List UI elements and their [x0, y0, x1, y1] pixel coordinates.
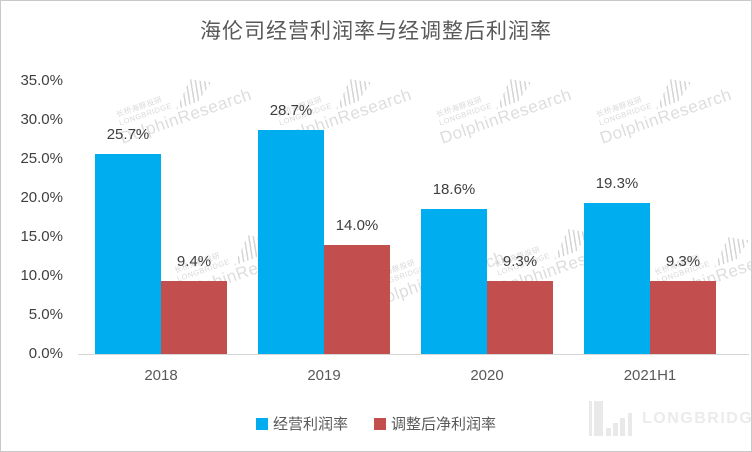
watermark-header: 长桥海豚投研 LONGBRIDGE: [113, 61, 249, 128]
bar-调整后净利润率-2019: [324, 245, 390, 354]
x-axis-category-label: 2021H1: [623, 367, 677, 384]
watermark-main-text: DolphinResearch: [437, 84, 575, 148]
bar-value-label: 19.3%: [595, 175, 639, 192]
bar-调整后净利润率-2018: [161, 281, 227, 354]
watermark-header: 长桥海豚投研 LONGBRIDGE: [433, 61, 569, 128]
y-axis-tick-label: 30.0%: [20, 111, 63, 128]
longbridge-logo-icon: [589, 401, 633, 436]
longbridge-logo-text: LONGBRIDGE: [642, 409, 752, 427]
watermark-brand-text: 长桥海豚投研 LONGBRIDGE: [434, 94, 494, 128]
legend-label: 经营利润率: [272, 416, 348, 433]
x-axis-category-label: 2020: [470, 367, 504, 384]
bar-调整后净利润率-2020: [487, 281, 553, 354]
watermark-main-text: DolphinResearch: [597, 84, 735, 148]
legend-item-1: 经营利润率: [255, 413, 348, 434]
x-axis-line: [78, 354, 749, 355]
watermark-fan-icon: [488, 73, 536, 109]
y-axis-tick-label: 35.0%: [20, 72, 63, 89]
bar-value-label: 9.3%: [502, 253, 538, 270]
y-axis-tick-label: 25.0%: [20, 150, 63, 167]
legend: 经营利润率 调整后净利润率: [1, 413, 751, 434]
bar-value-label: 28.7%: [269, 102, 313, 119]
legend-swatch-icon: [255, 417, 268, 430]
bar-value-label: 18.6%: [432, 181, 476, 198]
x-axis-category-label: 2018: [144, 367, 178, 384]
y-axis-tick-label: 5.0%: [28, 306, 63, 323]
bar-经营利润率-2019: [258, 130, 324, 354]
watermark-header: 长桥海豚投研 LONGBRIDGE: [593, 61, 729, 128]
y-axis-tick-label: 0.0%: [28, 345, 63, 362]
bar-value-label: 14.0%: [335, 217, 379, 234]
bar-经营利润率-2018: [95, 154, 161, 354]
legend-label: 调整后净利润率: [391, 416, 497, 433]
bar-经营利润率-2020: [421, 209, 487, 354]
watermark-fan-icon: [648, 73, 696, 109]
y-axis-tick-label: 20.0%: [20, 189, 63, 206]
watermark-brand-text: 长桥海豚投研 LONGBRIDGE: [594, 94, 654, 128]
longbridge-logo: LONGBRIDGE: [589, 401, 752, 436]
watermark-fan-icon: [168, 73, 216, 109]
y-axis-tick-label: 10.0%: [20, 267, 63, 284]
y-axis-tick-label: 15.0%: [20, 228, 63, 245]
legend-swatch-icon: [374, 417, 386, 430]
chart-title: 海伦司经营利润率与经调整后利润率: [200, 19, 552, 43]
bar-调整后净利润率-2021H1: [650, 281, 716, 354]
watermark-brand-text: 长桥海豚投研 LONGBRIDGE: [114, 94, 174, 128]
bar-value-label: 9.4%: [176, 253, 212, 270]
legend-item-2: 调整后净利润率: [374, 413, 496, 434]
bar-经营利润率-2021H1: [584, 203, 650, 354]
x-axis-category-label: 2019: [307, 367, 341, 384]
bar-value-label: 9.3%: [665, 253, 701, 270]
bar-value-label: 25.7%: [106, 126, 150, 143]
